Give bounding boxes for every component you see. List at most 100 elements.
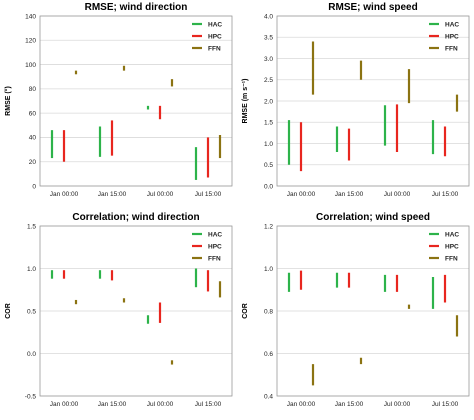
range-bar-ffn (311, 364, 315, 386)
y-tick-label: 60 (29, 110, 37, 117)
range-bar-hac (335, 126, 339, 152)
y-tick-label: 2.5 (264, 77, 273, 84)
range-bar-hac (98, 126, 102, 157)
y-tick-label: 40 (29, 135, 37, 142)
range-bar-hac (194, 268, 198, 288)
y-tick-label: 0.6 (264, 351, 273, 358)
range-bar-ffn (218, 281, 222, 298)
y-tick-label: 1.0 (27, 266, 36, 273)
legend-label: HAC (445, 21, 459, 28)
y-tick-label: 0.0 (27, 351, 36, 358)
range-bar-ffn (170, 360, 174, 365)
range-bar-hac (383, 105, 387, 146)
y-tick-label: 140 (25, 13, 36, 20)
range-bar-hpc (110, 270, 114, 281)
range-bar-hac (431, 277, 435, 309)
chart-rmse-wind-speed: RMSE; wind speed 0.0 0.5 1.0 1.5 2.0 2.5 3.0 3.5… (237, 0, 474, 210)
range-bar-ffn (170, 79, 174, 87)
chart-title: Correlation; wind speed (316, 212, 430, 223)
range-bar-hpc (206, 137, 210, 178)
chart-svg: RMSE; wind speed 0.0 0.5 1.0 1.5 2.0 2.5 3.0 3.5… (242, 2, 470, 198)
legend-label: HAC (445, 231, 459, 238)
y-tick-label: 2.0 (264, 98, 273, 105)
y-tick-label: 1.0 (264, 141, 273, 148)
y-tick-label: 1.0 (264, 266, 273, 273)
chart-svg: Correlation; wind direction -0.5 0.0 0.5 1.0… (5, 212, 233, 408)
x-tick-label: Jan 00:00 (287, 191, 316, 198)
range-bar-ffn (407, 69, 411, 104)
range-bar-hpc (395, 104, 399, 152)
range-bar-hac (287, 120, 291, 165)
range-bar-hac (431, 120, 435, 155)
y-tick-label: 0.8 (264, 308, 273, 315)
x-tick-label: Jan 15:00 (335, 191, 364, 198)
legend-label: FFN (208, 255, 221, 262)
x-tick-label: Jan 15:00 (335, 401, 364, 408)
range-bar-hac (98, 270, 102, 279)
range-bar-hpc (110, 120, 114, 156)
chart-correlation-wind-direction: Correlation; wind direction -0.5 0.0 0.5 1.0… (0, 210, 237, 420)
range-bar-hpc (299, 270, 303, 290)
range-bar-ffn (359, 60, 363, 80)
range-bar-ffn (74, 299, 78, 305)
range-bar-hpc (347, 272, 351, 288)
legend-label: FFN (445, 45, 458, 52)
y-tick-label: 0 (32, 183, 36, 190)
range-bar-ffn (455, 94, 459, 112)
y-axis-label: COR (242, 303, 249, 319)
y-tick-label: 3.0 (264, 56, 273, 63)
range-bar-hac (50, 130, 54, 159)
y-tick-label: 4.0 (264, 13, 273, 20)
x-tick-label: Jul 15:00 (432, 191, 459, 198)
range-bar-hpc (443, 126, 447, 157)
y-tick-label: 20 (29, 159, 37, 166)
plot-frame (276, 225, 470, 397)
range-bar-hac (146, 105, 150, 110)
x-tick-label: Jul 15:00 (195, 191, 222, 198)
chart-rmse-wind-direction: RMSE; wind direction 0 20 40 60 80 100 120 140 RM… (0, 0, 237, 210)
chart-title: RMSE; wind speed (328, 2, 417, 13)
y-axis-label: COR (5, 303, 12, 319)
y-tick-label: -0.5 (25, 393, 37, 400)
y-tick-label: 100 (25, 62, 36, 69)
range-bar-hac (50, 270, 54, 279)
range-bar-ffn (122, 65, 126, 71)
range-bar-hac (287, 272, 291, 292)
x-tick-label: Jul 15:00 (432, 401, 459, 408)
range-bar-ffn (407, 304, 411, 309)
plot-frame (276, 15, 470, 187)
range-bar-ffn (311, 41, 315, 95)
legend-label: FFN (208, 45, 221, 52)
y-tick-label: 0.5 (264, 162, 273, 169)
range-bar-hpc (347, 128, 351, 161)
range-bar-hac (335, 272, 339, 288)
range-bar-ffn (455, 315, 459, 337)
legend-label: HPC (208, 33, 222, 40)
range-bar-ffn (74, 70, 78, 75)
range-bar-hpc (62, 130, 66, 162)
x-tick-label: Jan 00:00 (50, 401, 79, 408)
range-bar-ffn (359, 357, 363, 365)
chart-title: RMSE; wind direction (85, 2, 188, 13)
range-bar-hpc (206, 270, 210, 292)
y-axis-label: RMSE (°) (4, 86, 12, 116)
range-bar-hpc (158, 105, 162, 120)
range-bar-ffn (218, 135, 222, 159)
chart-correlation-wind-speed: Correlation; wind speed 0.4 0.6 0.8 1.0 1.2 CO… (237, 210, 474, 420)
range-bar-hpc (443, 274, 447, 303)
legend-label: FFN (445, 255, 458, 262)
y-axis-label: RMSE (m s⁻¹) (242, 79, 249, 124)
range-bar-hac (146, 315, 150, 324)
y-tick-label: 3.5 (264, 35, 273, 42)
legend-label: HAC (208, 21, 222, 28)
y-tick-label: 120 (25, 38, 36, 45)
legend-label: HPC (208, 243, 222, 250)
plot-frame (39, 225, 233, 397)
range-bar-ffn (122, 298, 126, 303)
x-tick-label: Jul 00:00 (384, 191, 411, 198)
plot-frame (39, 15, 233, 187)
range-bar-hpc (395, 274, 399, 292)
chart-svg: RMSE; wind direction 0 20 40 60 80 100 120 140 RM… (4, 2, 233, 198)
range-bar-hpc (299, 122, 303, 172)
legend-label: HPC (445, 33, 459, 40)
